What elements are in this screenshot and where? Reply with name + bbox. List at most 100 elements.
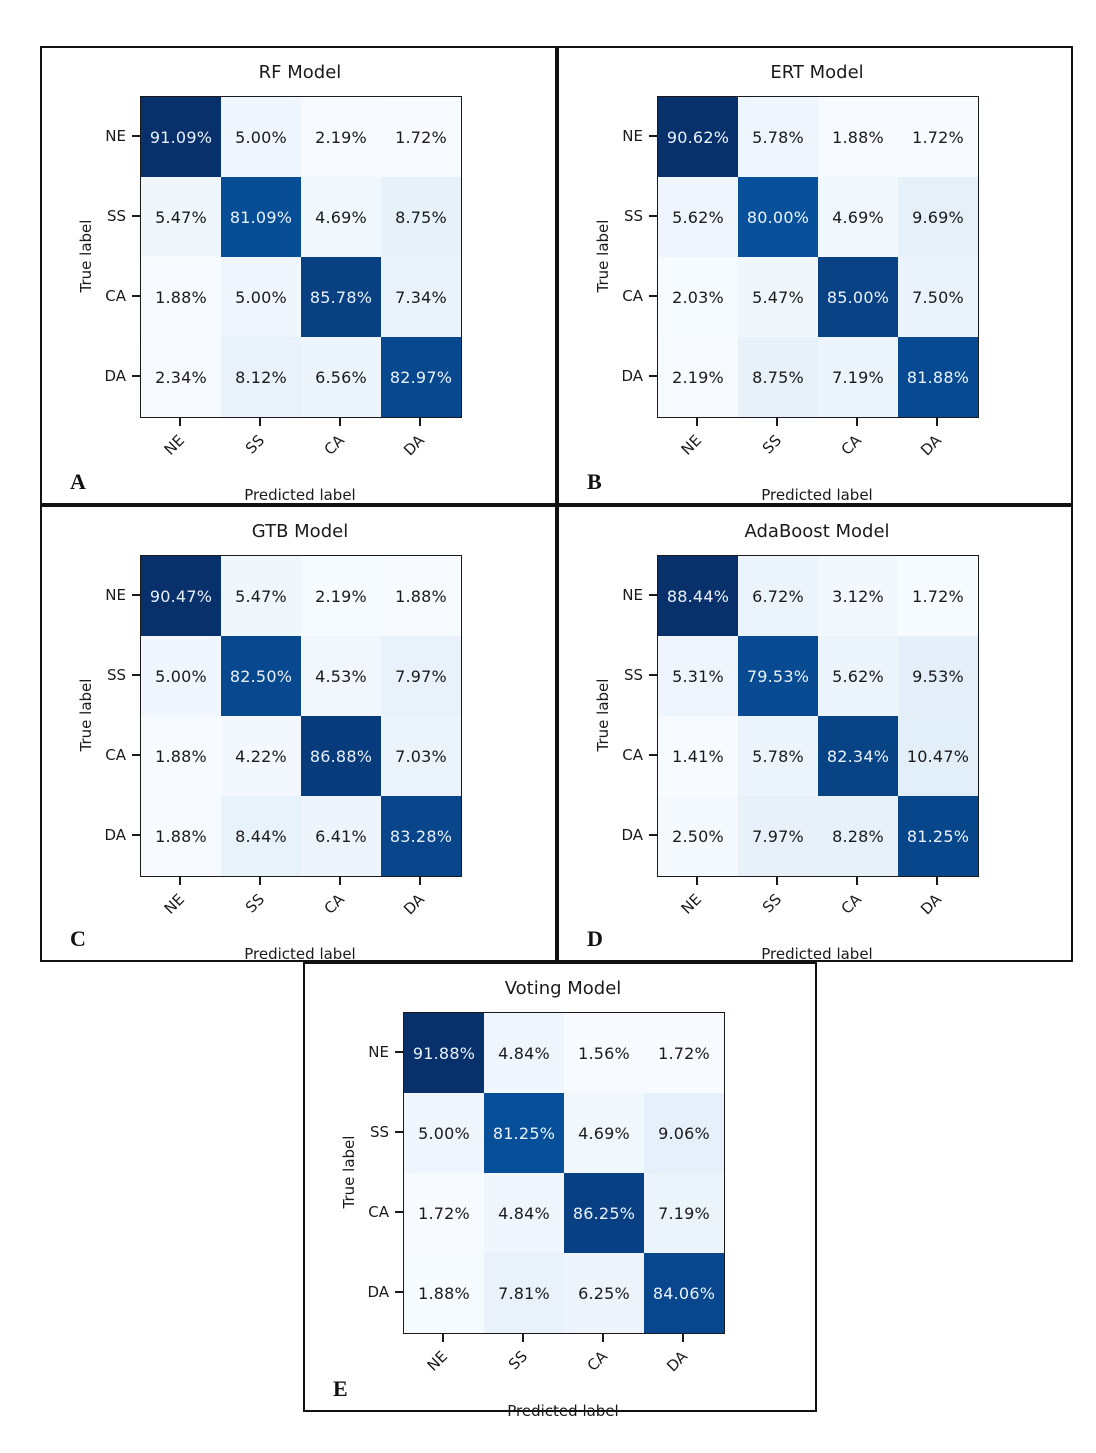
matrix-cell-value: 5.00% bbox=[235, 287, 287, 307]
x-tick-mark bbox=[856, 418, 858, 426]
x-tick-mark bbox=[522, 1334, 524, 1342]
matrix-cell: 85.78% bbox=[301, 257, 381, 337]
matrix-cell-value: 84.06% bbox=[652, 1283, 716, 1303]
matrix-cell: 3.12% bbox=[818, 556, 898, 636]
matrix-cell: 5.62% bbox=[658, 177, 738, 257]
matrix-cell-value: 91.09% bbox=[149, 127, 213, 147]
y-tick-label: SS bbox=[106, 207, 126, 225]
y-tick-label: NE bbox=[622, 586, 643, 604]
matrix-cell: 5.47% bbox=[141, 177, 221, 257]
matrix-cell: 1.41% bbox=[658, 716, 738, 796]
x-tick-mark bbox=[419, 418, 421, 426]
matrix-cell: 5.78% bbox=[738, 97, 818, 177]
matrix-cell-value: 9.53% bbox=[912, 666, 964, 686]
matrix-cell: 8.28% bbox=[818, 796, 898, 876]
confusion-matrix-panel: GTB Model True label 90.47% 5.47% 2.19% 1.8… bbox=[40, 505, 557, 963]
x-tick-label: NE bbox=[423, 1347, 452, 1375]
matrix-cell-value: 8.28% bbox=[832, 826, 884, 846]
matrix-cell: 82.34% bbox=[818, 716, 898, 796]
matrix-cell-value: 80.00% bbox=[746, 207, 810, 227]
matrix-cell-value: 81.25% bbox=[906, 826, 970, 846]
x-tick-mark bbox=[936, 418, 938, 426]
matrix-cell: 4.22% bbox=[221, 716, 301, 796]
matrix-cell: 8.12% bbox=[221, 337, 301, 417]
matrix-cell-value: 3.12% bbox=[832, 586, 884, 606]
y-tick-mark bbox=[132, 594, 140, 596]
x-tick-mark bbox=[696, 877, 698, 885]
y-tick-label: NE bbox=[105, 586, 126, 604]
matrix-cell: 5.00% bbox=[221, 97, 301, 177]
panel-title: Voting Model bbox=[504, 978, 622, 999]
matrix-cell: 7.19% bbox=[818, 337, 898, 417]
matrix-cell: 86.88% bbox=[301, 716, 381, 796]
matrix-cell: 8.44% bbox=[221, 796, 301, 876]
y-tick-label: DA bbox=[621, 367, 643, 385]
matrix-cell-value: 90.62% bbox=[666, 127, 730, 147]
matrix-cell-value: 1.72% bbox=[418, 1203, 470, 1223]
matrix-cell: 8.75% bbox=[381, 177, 461, 257]
matrix-cell-value: 86.25% bbox=[572, 1203, 636, 1223]
matrix-cell-value: 1.88% bbox=[395, 586, 447, 606]
matrix-cell-value: 1.88% bbox=[832, 127, 884, 147]
matrix-cell-value: 79.53% bbox=[746, 666, 810, 686]
x-tick-mark bbox=[179, 877, 181, 885]
x-tick-mark bbox=[776, 877, 778, 885]
matrix-cell-value: 5.62% bbox=[672, 207, 724, 227]
matrix-cell-value: 1.72% bbox=[912, 127, 964, 147]
x-tick-label: NE bbox=[160, 431, 189, 459]
matrix-cell-value: 86.88% bbox=[309, 746, 373, 766]
y-tick-mark bbox=[649, 135, 657, 137]
matrix-cell: 91.88% bbox=[404, 1013, 484, 1093]
x-tick-label: CA bbox=[583, 1347, 612, 1375]
matrix-cell-value: 88.44% bbox=[666, 586, 730, 606]
x-tick-label: DA bbox=[400, 431, 429, 460]
x-axis-label: Predicted label bbox=[244, 486, 356, 504]
matrix-cell-value: 5.78% bbox=[752, 746, 804, 766]
matrix-cell-value: 2.03% bbox=[672, 287, 724, 307]
matrix-cell: 1.88% bbox=[141, 257, 221, 337]
x-tick-label: SS bbox=[504, 1347, 532, 1374]
confusion-matrix: 90.47% 5.47% 2.19% 1.88% 5.00% 82.50% 4.53% 7.9… bbox=[140, 555, 462, 877]
matrix-cell: 80.00% bbox=[738, 177, 818, 257]
x-tick-label: SS bbox=[241, 890, 269, 917]
matrix-cell-value: 10.47% bbox=[906, 746, 970, 766]
y-tick-mark bbox=[649, 674, 657, 676]
matrix-cell: 84.06% bbox=[644, 1253, 724, 1333]
matrix-cell-value: 4.84% bbox=[498, 1203, 550, 1223]
matrix-cell-value: 85.00% bbox=[826, 287, 890, 307]
matrix-cell-value: 2.50% bbox=[672, 826, 724, 846]
matrix-cell: 1.72% bbox=[898, 97, 978, 177]
matrix-cell: 6.56% bbox=[301, 337, 381, 417]
matrix-cell-value: 6.41% bbox=[315, 826, 367, 846]
matrix-cell-value: 8.75% bbox=[395, 207, 447, 227]
matrix-cell-value: 7.19% bbox=[658, 1203, 710, 1223]
matrix-cell: 5.47% bbox=[738, 257, 818, 337]
matrix-cell: 2.03% bbox=[658, 257, 738, 337]
x-axis-label: Predicted label bbox=[507, 1402, 619, 1420]
matrix-cell-value: 7.03% bbox=[395, 746, 447, 766]
matrix-cell: 82.50% bbox=[221, 636, 301, 716]
matrix-cell: 7.03% bbox=[381, 716, 461, 796]
matrix-cell-value: 1.41% bbox=[672, 746, 724, 766]
matrix-cell-value: 1.72% bbox=[658, 1043, 710, 1063]
matrix-cell: 7.19% bbox=[644, 1173, 724, 1253]
matrix-cell-value: 2.34% bbox=[155, 367, 207, 387]
y-tick-mark bbox=[395, 1211, 403, 1213]
x-axis-label: Predicted label bbox=[761, 486, 873, 504]
y-tick-mark bbox=[649, 754, 657, 756]
matrix-cell-value: 1.72% bbox=[912, 586, 964, 606]
matrix-cell-value: 5.00% bbox=[418, 1123, 470, 1143]
panel-letter: E bbox=[333, 1376, 348, 1401]
x-tick-label: DA bbox=[400, 890, 429, 919]
matrix-cell: 2.19% bbox=[301, 556, 381, 636]
confusion-matrix-panel: Voting Model True label 91.88% 4.84% 1.56%… bbox=[303, 962, 817, 1420]
matrix-cell: 7.97% bbox=[381, 636, 461, 716]
matrix-cell-value: 81.88% bbox=[906, 367, 970, 387]
matrix-cell: 4.84% bbox=[484, 1173, 564, 1253]
matrix-cell-value: 5.78% bbox=[752, 127, 804, 147]
matrix-cell-value: 1.88% bbox=[155, 746, 207, 766]
matrix-cell: 4.53% bbox=[301, 636, 381, 716]
matrix-cell: 2.50% bbox=[658, 796, 738, 876]
panel-letter: C bbox=[70, 926, 86, 951]
matrix-cell-value: 5.31% bbox=[672, 666, 724, 686]
